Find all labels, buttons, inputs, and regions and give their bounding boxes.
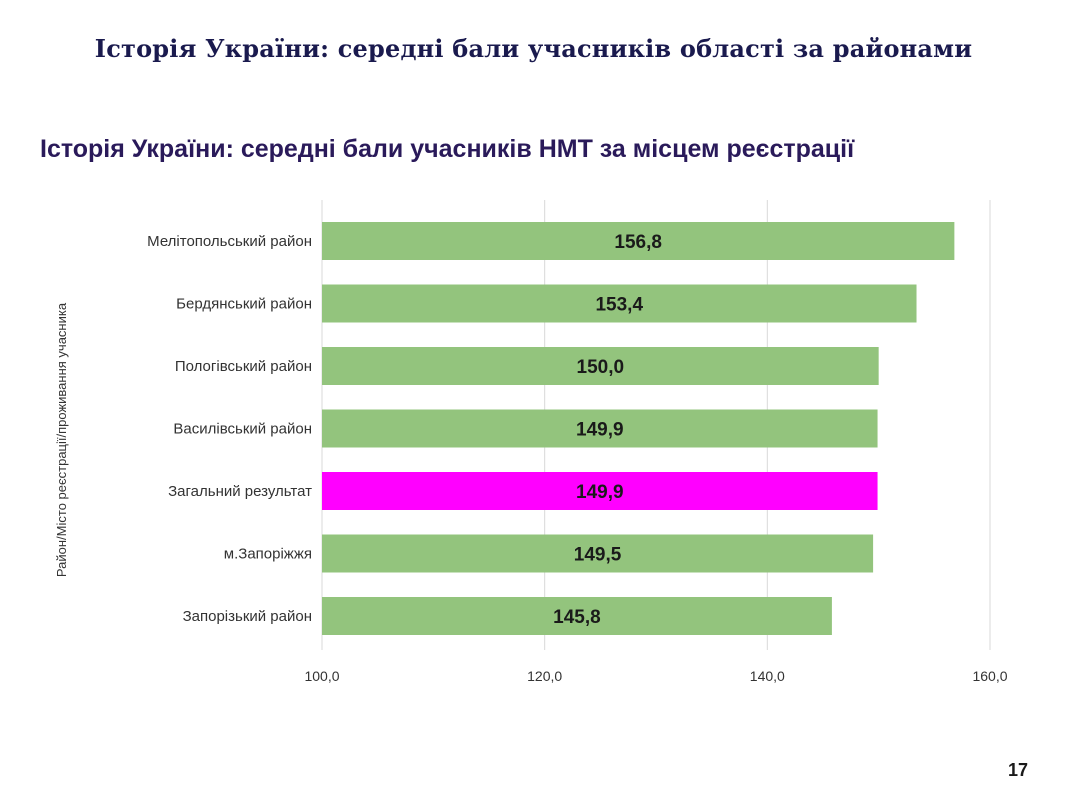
y-axis-label: Район/Місто реєстрації/проживання учасни… — [54, 302, 69, 577]
data-label: 145,8 — [553, 607, 601, 628]
page-number: 17 — [1008, 760, 1029, 780]
bar — [322, 472, 878, 510]
bar — [322, 284, 917, 323]
category-label: Пологівський район — [175, 358, 312, 375]
label-layer: 100,0 120,0 140,0 160,0 Мелітопольський райо… — [147, 232, 1008, 684]
data-label: 150,0 — [577, 357, 625, 378]
data-label: 153,4 — [595, 295, 643, 316]
category-label: Загальний результат — [168, 483, 312, 500]
slide-title: Історія України: середні бали учасників … — [94, 34, 973, 63]
data-label: 149,9 — [576, 482, 624, 503]
bar — [322, 222, 955, 260]
x-tick-label: 120,0 — [527, 668, 562, 684]
data-label: 149,9 — [576, 420, 624, 441]
x-tick-label: 160,0 — [972, 668, 1007, 684]
bar — [322, 409, 878, 448]
category-label: Мелітопольський район — [147, 233, 312, 250]
category-label: м.Запоріжжя — [224, 546, 312, 563]
category-label: Василівський район — [173, 421, 312, 438]
bar — [322, 347, 879, 385]
bar — [322, 534, 874, 573]
x-tick-label: 100,0 — [304, 668, 339, 684]
x-tick-label: 140,0 — [750, 668, 785, 684]
category-label: Бердянський район — [176, 296, 312, 313]
bar — [322, 597, 832, 635]
category-label: Запорізький район — [183, 608, 312, 625]
chart-title: Історія України: середні бали учасників … — [40, 135, 855, 163]
bar-layer — [322, 222, 955, 635]
data-label: 149,5 — [574, 545, 622, 566]
data-label: 156,8 — [614, 232, 662, 253]
